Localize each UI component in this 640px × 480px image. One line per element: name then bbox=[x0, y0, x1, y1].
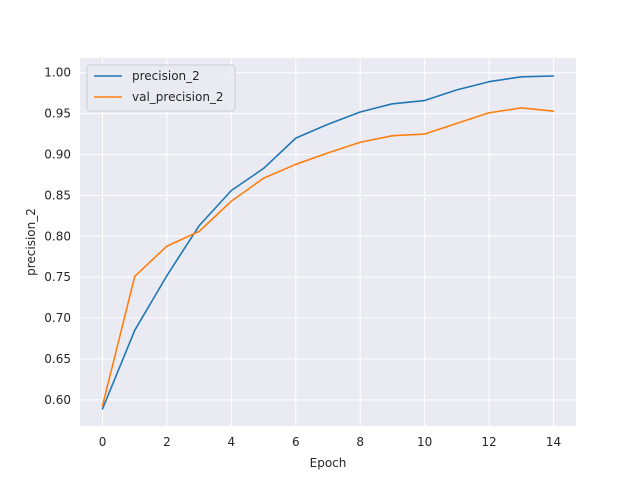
x-tick-label: 0 bbox=[99, 435, 107, 449]
y-axis-ticks: 0.60 0.65 0.70 0.75 0.80 0.85 0.90 0.95 1.00 bbox=[44, 66, 71, 407]
x-tick-label: 8 bbox=[356, 435, 364, 449]
series-line-precision_2 bbox=[101, 75, 555, 410]
x-tick-label: 2 bbox=[163, 435, 171, 449]
x-tick-label: 12 bbox=[481, 435, 496, 449]
y-tick-label: 0.95 bbox=[44, 107, 71, 121]
legend-box bbox=[86, 64, 236, 112]
series-line-val_precision_2 bbox=[101, 107, 555, 407]
x-tick-label: 6 bbox=[292, 435, 300, 449]
x-tick-label: 4 bbox=[228, 435, 236, 449]
y-tick-label: 1.00 bbox=[44, 66, 71, 80]
y-tick-label: 0.60 bbox=[44, 393, 71, 407]
series-layer bbox=[101, 75, 555, 410]
legend-label-precision_2: precision_2 bbox=[132, 69, 200, 83]
x-axis-label: Epoch bbox=[310, 456, 347, 470]
y-tick-label: 0.65 bbox=[44, 352, 71, 366]
y-tick-label: 0.85 bbox=[44, 188, 71, 202]
y-tick-label: 0.80 bbox=[44, 229, 71, 243]
x-tick-label: 10 bbox=[417, 435, 432, 449]
y-axis-label: precision_2 bbox=[24, 208, 38, 276]
x-tick-label: 14 bbox=[546, 435, 561, 449]
y-tick-label: 0.75 bbox=[44, 270, 71, 284]
plot-area bbox=[80, 58, 576, 426]
x-axis-ticks: 0 2 4 6 8 10 12 14 bbox=[99, 435, 561, 449]
y-tick-label: 0.70 bbox=[44, 311, 71, 325]
legend-label-val_precision_2: val_precision_2 bbox=[132, 90, 224, 104]
legend: precision_2 val_precision_2 bbox=[86, 64, 236, 112]
y-tick-label: 0.90 bbox=[44, 147, 71, 161]
grid-lines bbox=[80, 58, 576, 426]
